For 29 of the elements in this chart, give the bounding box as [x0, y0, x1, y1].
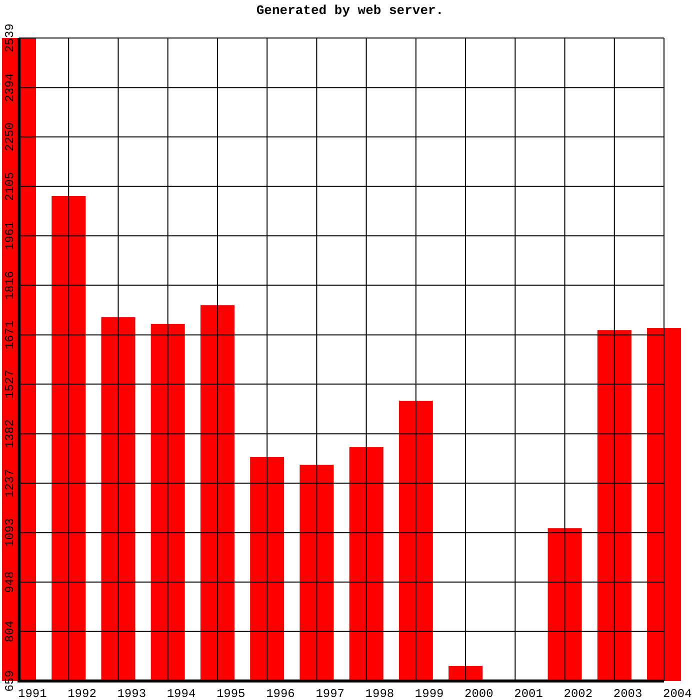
x-tick-label: 1997 — [316, 687, 345, 700]
x-tick-label: 1994 — [166, 687, 196, 700]
y-tick-label: 1527 — [3, 370, 17, 399]
y-tick-label: 2105 — [3, 172, 17, 201]
y-tick-label: 948 — [3, 571, 17, 593]
x-tick-label: 2000 — [464, 687, 494, 700]
x-tick-label: 1998 — [365, 687, 394, 700]
y-tick-label: 2394 — [3, 73, 17, 102]
y-tick-label: 1093 — [3, 518, 17, 547]
x-tick-label: 2002 — [564, 687, 593, 700]
y-tick-label: 2539 — [3, 24, 17, 52]
x-tick-label: 2003 — [613, 687, 642, 700]
x-tick-label: 1999 — [414, 687, 444, 700]
y-tick-label: 1237 — [3, 468, 17, 498]
y-tick-label: 1671 — [3, 320, 17, 350]
x-tick-label: 1993 — [117, 687, 146, 700]
y-tick-label: 1816 — [3, 270, 17, 300]
y-tick-label: 659 — [3, 670, 17, 692]
chart-title: Generated by web server. — [256, 3, 444, 18]
y-tick-label: 1382 — [3, 419, 17, 448]
y-tick-label: 1961 — [3, 221, 17, 250]
x-tick-label: 1996 — [266, 687, 295, 700]
x-tick-label: 1995 — [216, 687, 246, 700]
x-tick-label: 2001 — [514, 687, 543, 700]
x-tick-label: 1991 — [18, 687, 47, 700]
x-tick-label: 1992 — [68, 687, 96, 700]
x-tick-label: 2004 — [663, 687, 692, 700]
y-tick-label: 2250 — [3, 122, 17, 152]
y-tick-label: 804 — [3, 620, 17, 642]
